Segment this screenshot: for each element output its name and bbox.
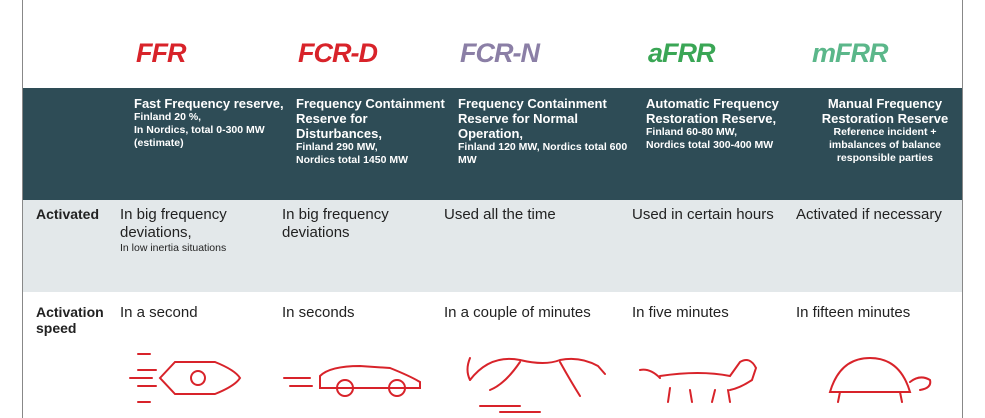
- cell-text: Activated if necessary: [796, 206, 942, 223]
- column-detail: Reference incident + imbalances of balan…: [828, 126, 942, 164]
- cell: In seconds: [282, 304, 437, 322]
- column-header: Frequency Containment Reserve for Distur…: [296, 96, 451, 167]
- cell-text: In a second: [120, 304, 198, 321]
- column-header: Manual Frequency Restoration Reserve Refe…: [810, 96, 960, 165]
- cell: Used in certain hours: [632, 206, 782, 224]
- cell-text: Used all the time: [444, 206, 556, 223]
- frame-left: [22, 0, 23, 418]
- column-title: Manual Frequency Restoration Reserve: [821, 96, 949, 126]
- activated-band: [23, 200, 962, 292]
- car-icon: [283, 364, 421, 397]
- turtle-icon: [828, 356, 932, 403]
- logo: mFRR: [812, 38, 888, 68]
- cell: In fifteen minutes: [796, 304, 946, 322]
- column-detail: Nordics total 300-400 MW: [646, 139, 774, 151]
- column-title: Fast Frequency reserve,: [134, 96, 284, 111]
- logo: aFRR: [648, 38, 716, 68]
- cheetah-icon: [466, 357, 606, 413]
- cell: In a couple of minutes: [444, 304, 622, 322]
- column-header: Frequency Containment Reserve for Normal…: [458, 96, 636, 167]
- row-label: Activation speed: [36, 304, 104, 336]
- column-header: Fast Frequency reserve, Finland 20 %, In N…: [134, 96, 289, 150]
- cell: In big frequency deviations, In low inert…: [120, 206, 275, 255]
- cell: Activated if necessary: [796, 206, 946, 224]
- cell-text: In big frequency deviations,: [120, 206, 227, 241]
- logo: FCR-N: [460, 38, 540, 68]
- column-title: Frequency Containment Reserve for Normal…: [458, 96, 607, 141]
- dachshund-icon: [639, 359, 758, 403]
- cell-note: In low inertia situations: [120, 242, 227, 254]
- cell: Used all the time: [444, 206, 622, 224]
- speed-icons: [129, 353, 932, 413]
- logo: FCR-D: [298, 38, 378, 68]
- header-band: [23, 88, 962, 200]
- rocket-icon: [129, 353, 242, 403]
- cell: In five minutes: [632, 304, 782, 322]
- cell-text: In seconds: [282, 304, 355, 321]
- column-detail: In Nordics, total 0-300 MW (estimate): [134, 124, 265, 149]
- column-detail: Nordics total 1450 MW: [296, 154, 409, 166]
- cell-text: In big frequency deviations: [282, 206, 389, 241]
- column-detail: Finland 290 MW,: [296, 141, 378, 153]
- logo: FFR: [136, 38, 186, 68]
- cell: In a second: [120, 304, 275, 322]
- cell-text: In a couple of minutes: [444, 304, 591, 321]
- frame-right: [962, 0, 963, 418]
- cell: In big frequency deviations: [282, 206, 437, 242]
- column-header: Automatic Frequency Restoration Reserve,…: [646, 96, 796, 152]
- row-label: Activated: [36, 206, 100, 222]
- column-detail: Finland 60-80 MW,: [646, 126, 738, 138]
- cell-text: Used in certain hours: [632, 206, 774, 223]
- column-title: Automatic Frequency Restoration Reserve,: [646, 96, 779, 126]
- column-detail: Finland 120 MW, Nordics total 600 MW: [458, 141, 628, 166]
- cell-text: In fifteen minutes: [796, 304, 911, 321]
- cell-text: In five minutes: [632, 304, 729, 321]
- column-detail: Finland 20 %,: [134, 111, 202, 123]
- column-title: Frequency Containment Reserve for Distur…: [296, 96, 445, 141]
